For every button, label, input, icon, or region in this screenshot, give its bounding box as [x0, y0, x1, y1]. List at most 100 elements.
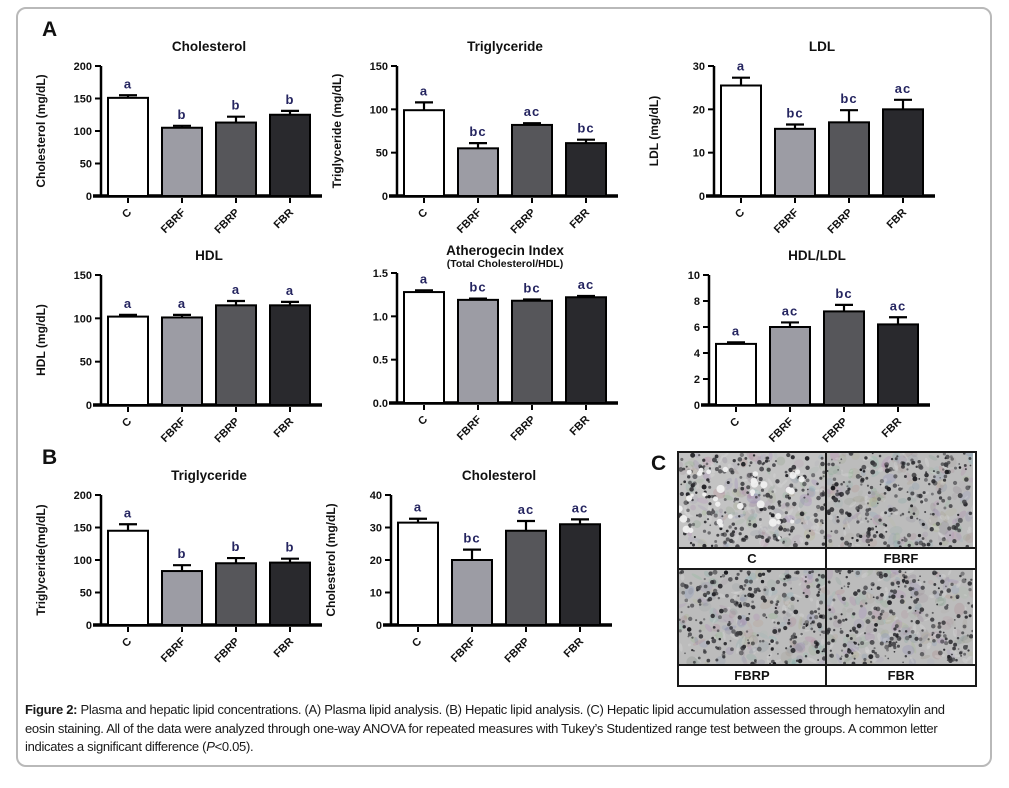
significance-letter: a — [178, 296, 186, 311]
significance-letter: ac — [524, 104, 540, 119]
bar-fbr — [269, 113, 311, 197]
y-tick-label: 0.0 — [373, 398, 388, 410]
chart-a-cholesterol: Cholesterol Cholesterol (mg/dL) 0 50 100 150 2… — [29, 36, 329, 241]
x-category-label: FBRP — [820, 416, 850, 446]
bar-c — [107, 96, 149, 197]
bar-fbrp — [215, 121, 257, 197]
bar-c — [397, 521, 439, 626]
x-category-label: FBRF — [455, 206, 484, 235]
significance-letter: b — [286, 92, 295, 107]
panel-label-a: A — [42, 18, 58, 41]
histology-cell-fbr: FBR — [827, 570, 975, 685]
x-category-label: C — [733, 207, 747, 221]
bar-c — [107, 315, 149, 406]
chart-a-atherogecin-index: Atherogecin Index (Total Cholesterol/HDL)… — [325, 243, 625, 448]
x-category-label: FBR — [880, 416, 905, 441]
significance-letter: bc — [463, 531, 480, 546]
significance-letter: a — [420, 271, 428, 286]
bar-fbr — [559, 523, 601, 626]
significance-letter: b — [286, 540, 295, 555]
x-category-label: FBRP — [212, 207, 242, 237]
y-tick-label: 10 — [370, 588, 382, 600]
chart-subtitle: (Total Cholesterol/HDL) — [447, 258, 563, 270]
y-tick-label: 50 — [80, 159, 92, 171]
y-tick-label: 20 — [693, 104, 705, 116]
chart-title: LDL — [809, 39, 835, 54]
bar-chart-svg: Triglyceride Triglyceride (mg/dL) 0 50 100 15… — [330, 39, 618, 237]
significance-letter: bc — [523, 280, 540, 295]
significance-letter: a — [124, 296, 132, 311]
bar-chart-svg: HDL HDL (mg/dL) 0 50 100 150 a Ca FBRF a FBRP a FBR — [34, 248, 322, 446]
bar-chart-svg: LDL LDL (mg/dL) 0 10 20 30 a Cbc FBRF bc FBRP ac FBR — [647, 39, 935, 237]
x-category-label: FBRP — [508, 414, 538, 444]
caption-text: Plasma and hepatic lipid concentrations.… — [25, 702, 945, 754]
significance-letter: b — [178, 546, 187, 561]
significance-letter: a — [124, 505, 132, 520]
bar-fbrf — [161, 126, 203, 197]
bar-fbrf — [451, 559, 493, 626]
significance-letter: bc — [840, 91, 857, 106]
significance-letter: a — [737, 59, 745, 74]
significance-letter: a — [124, 76, 132, 91]
y-tick-label: 1.0 — [373, 311, 388, 323]
y-tick-label: 150 — [74, 523, 92, 535]
bar-fbrf — [457, 147, 499, 198]
significance-letter: b — [232, 98, 241, 113]
y-tick-label: 2 — [694, 374, 700, 386]
histology-image-c — [679, 453, 825, 547]
chart-title: Triglyceride — [467, 39, 543, 54]
bar-fbr — [882, 108, 924, 197]
bar-fbr — [565, 142, 607, 197]
histology-cell-fbrp: FBRP — [679, 570, 827, 685]
y-tick-label: 8 — [694, 296, 700, 308]
bar-fbr — [269, 304, 311, 406]
y-tick-label: 40 — [370, 490, 382, 502]
y-tick-label: 0 — [382, 191, 388, 203]
y-tick-label: 200 — [74, 490, 92, 502]
y-tick-label: 150 — [370, 61, 388, 73]
significance-letter: bc — [786, 106, 803, 121]
y-tick-label: 100 — [74, 313, 92, 325]
x-category-label: FBRF — [159, 415, 188, 444]
bar-fbrf — [769, 326, 811, 406]
bar-fbrp — [511, 123, 553, 197]
histology-label-fbrp: FBRP — [679, 664, 825, 685]
x-category-label: FBRP — [825, 207, 855, 237]
y-tick-label: 0 — [86, 400, 92, 412]
caption-text-end: <0.05). — [214, 739, 254, 754]
significance-letter: ac — [572, 500, 588, 515]
significance-letter: a — [232, 282, 240, 297]
x-category-label: FBRP — [508, 207, 538, 237]
histology-image-fbrp — [679, 570, 825, 664]
x-category-label: FBR — [568, 207, 593, 232]
x-category-label: FBRF — [767, 415, 796, 444]
x-category-label: FBRF — [772, 206, 801, 235]
significance-letter: bc — [835, 286, 852, 301]
x-category-label: C — [120, 416, 134, 430]
y-tick-label: 0 — [86, 620, 92, 632]
y-axis-label: Triglyceride (mg/dL) — [330, 74, 344, 189]
y-tick-label: 0 — [699, 191, 705, 203]
bar-chart-svg: HDL/LDL 0 2 4 6 8 10 a Cac FBRF bc FBRP ac FBR — [688, 248, 930, 446]
significance-letter: bc — [469, 280, 486, 295]
y-axis-label: HDL (mg/dL) — [34, 304, 48, 376]
y-tick-label: 100 — [74, 126, 92, 138]
chart-title: HDL — [195, 248, 223, 263]
histology-label-c: C — [679, 547, 825, 570]
y-tick-label: 0 — [694, 400, 700, 412]
x-category-label: FBRP — [212, 416, 242, 446]
bar-fbrf — [457, 298, 499, 404]
x-category-label: C — [416, 207, 430, 221]
y-tick-label: 10 — [693, 148, 705, 160]
significance-letter: a — [420, 83, 428, 98]
x-category-label: FBR — [272, 207, 297, 232]
y-tick-label: 50 — [376, 148, 388, 160]
bar-fbrp — [505, 529, 547, 626]
x-category-label: FBRP — [212, 636, 242, 666]
x-category-label: FBRP — [502, 636, 532, 666]
significance-letter: ac — [578, 277, 594, 292]
